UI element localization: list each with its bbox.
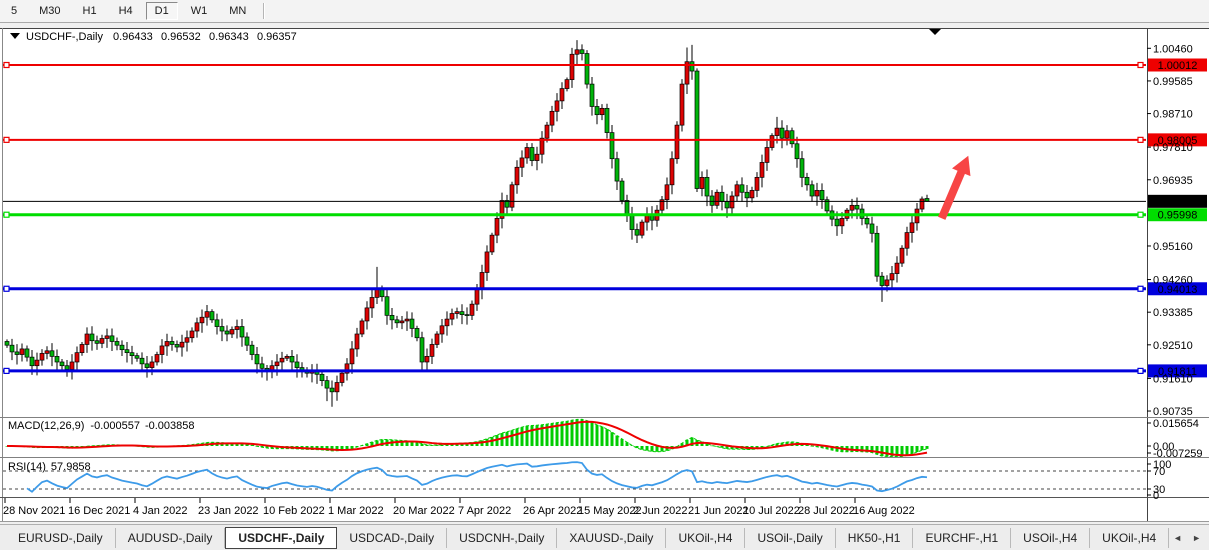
svg-text:7 Apr 2022: 7 Apr 2022 [458, 505, 511, 517]
svg-text:10 Feb 2022: 10 Feb 2022 [263, 505, 325, 517]
ohlc-open: 0.96433 [113, 31, 153, 43]
chart-plot-area[interactable] [3, 29, 1147, 417]
svg-text:0.98005: 0.98005 [1158, 135, 1198, 147]
timeframe-button-5[interactable]: 5 [11, 5, 18, 17]
timeframe-toolbar: 5 M30 H1 H4 D1 W1 MN [0, 0, 1209, 23]
chart-tab-usoilh4[interactable]: USOil-,H4 [1011, 527, 1091, 548]
svg-text:-0.007259: -0.007259 [1153, 448, 1203, 460]
svg-text:1.00012: 1.00012 [1158, 60, 1198, 72]
rsi-label: RSI(14) 57.9858 [8, 461, 91, 473]
chart-tab-usdchfdaily[interactable]: USDCHF-,Daily [225, 526, 338, 549]
svg-text:30: 30 [1153, 484, 1165, 496]
tabs-scroll-right-icon[interactable]: ► [1192, 532, 1201, 543]
macd-indicator: 0.015654 0.00-0.007259 [5, 418, 1203, 460]
svg-text:20 Mar 2022: 20 Mar 2022 [393, 505, 455, 517]
timeframe-button-mn[interactable]: MN [229, 5, 247, 17]
svg-text:100: 100 [1153, 459, 1171, 471]
timeframe-button-d1[interactable]: D1 [145, 2, 178, 20]
svg-text:28 Jul 2022: 28 Jul 2022 [798, 505, 855, 517]
chart-title: USDCHF-,Daily [26, 31, 104, 43]
chart-tab-bar: EURUSD-,Daily AUDUSD-,Daily USDCHF-,Daily U… [0, 524, 1209, 550]
ohlc-high: 0.96532 [161, 31, 201, 43]
svg-text:0.96357: 0.96357 [1158, 196, 1198, 208]
svg-text:0.99585: 0.99585 [1153, 76, 1193, 88]
horizontal-level-lines: 1.00012 0.98005 0.95998 0.94013 0.91811 0.963… [3, 58, 1207, 378]
chart-tab-audusddaily[interactable]: AUDUSD-,Daily [116, 527, 226, 548]
timeframe-button-h4[interactable]: H4 [118, 5, 133, 17]
svg-text:0.95998: 0.95998 [1158, 210, 1198, 222]
current-bar-marker-icon [929, 29, 941, 35]
chart-tab-usdcnhdaily[interactable]: USDCNH-,Daily [447, 527, 558, 548]
chart-tab-xauusddaily[interactable]: XAUUSD-,Daily [557, 527, 667, 548]
svg-text:0.94013: 0.94013 [1158, 284, 1198, 296]
svg-text:0.91610: 0.91610 [1153, 373, 1193, 385]
svg-text:4 Jan 2022: 4 Jan 2022 [133, 505, 187, 517]
timeframe-button-w1[interactable]: W1 [190, 5, 208, 17]
svg-text:70: 70 [1153, 466, 1165, 478]
chart-tab-usoildaily[interactable]: USOil-,Daily [745, 527, 836, 548]
svg-text:0.00: 0.00 [1153, 441, 1174, 453]
svg-text:0.94260: 0.94260 [1153, 275, 1193, 287]
svg-text:0.91811: 0.91811 [1158, 366, 1197, 378]
svg-text:0.92510: 0.92510 [1153, 340, 1193, 352]
svg-text:1 Mar 2022: 1 Mar 2022 [328, 505, 384, 517]
tabs-scroll-left-icon[interactable]: ◄ [1173, 532, 1183, 543]
svg-text:26 Apr 2022: 26 Apr 2022 [523, 505, 582, 517]
svg-text:16 Dec 2021: 16 Dec 2021 [68, 505, 130, 517]
svg-text:0.90735: 0.90735 [1153, 406, 1193, 418]
svg-text:28 Nov 2021: 28 Nov 2021 [3, 505, 65, 517]
svg-text:10 Jul 2022: 10 Jul 2022 [743, 505, 800, 517]
trend-arrow-annotation[interactable] [933, 152, 978, 222]
up-arrow-icon [938, 155, 971, 220]
svg-text:0: 0 [1153, 490, 1159, 502]
toolbar-separator [263, 3, 266, 19]
chart-tab-eurchfh1[interactable]: EURCHF-,H1 [913, 527, 1012, 548]
svg-text:21 Jun 2022: 21 Jun 2022 [688, 505, 749, 517]
chart-tab-hk50h1[interactable]: HK50-,H1 [836, 527, 914, 548]
svg-text:16 Aug 2022: 16 Aug 2022 [853, 505, 915, 517]
ohlc-close: 0.96357 [257, 31, 297, 43]
svg-text:1.00460: 1.00460 [1153, 43, 1193, 55]
svg-text:0.95160: 0.95160 [1153, 241, 1193, 253]
price-scale-area[interactable] [1148, 28, 1209, 522]
macd-label: MACD(12,26,9) -0.000557 -0.003858 [8, 420, 195, 432]
price-axis: 1.00460 0.99585 0.98710 0.97810 0.96935 0.951… [1147, 43, 1193, 418]
chart-tab-ukoilh4[interactable]: UKOil-,H4 [666, 527, 746, 548]
time-axis: 28 Nov 2021 16 Dec 2021 4 Jan 2022 23 Jan 2… [3, 498, 915, 517]
chart-tab-ukoilh4[interactable]: UKOil-,H4 [1090, 527, 1170, 548]
chart-title-row: USDCHF-,Daily 0.96433 0.96532 0.96343 0.… [10, 31, 297, 43]
timeframe-button-m30[interactable]: M30 [39, 5, 61, 17]
ohlc-low: 0.96343 [209, 31, 249, 43]
svg-text:0.93385: 0.93385 [1153, 307, 1193, 319]
timeframe-button-h1[interactable]: H1 [82, 5, 97, 17]
chart-menu-triangle-icon[interactable] [10, 33, 20, 39]
svg-text:0.96935: 0.96935 [1153, 175, 1193, 187]
svg-text:23 Jan 2022: 23 Jan 2022 [198, 505, 259, 517]
svg-text:15 May 2022: 15 May 2022 [578, 505, 642, 517]
chart-tab-eurusddaily[interactable]: EURUSD-,Daily [6, 527, 116, 548]
svg-text:0.015654: 0.015654 [1153, 418, 1199, 430]
svg-text:2 Jun 2022: 2 Jun 2022 [633, 505, 687, 517]
svg-text:0.97810: 0.97810 [1153, 142, 1193, 154]
svg-text:0.98710: 0.98710 [1153, 109, 1193, 121]
chart-tab-usdcaddaily[interactable]: USDCAD-,Daily [337, 527, 448, 548]
